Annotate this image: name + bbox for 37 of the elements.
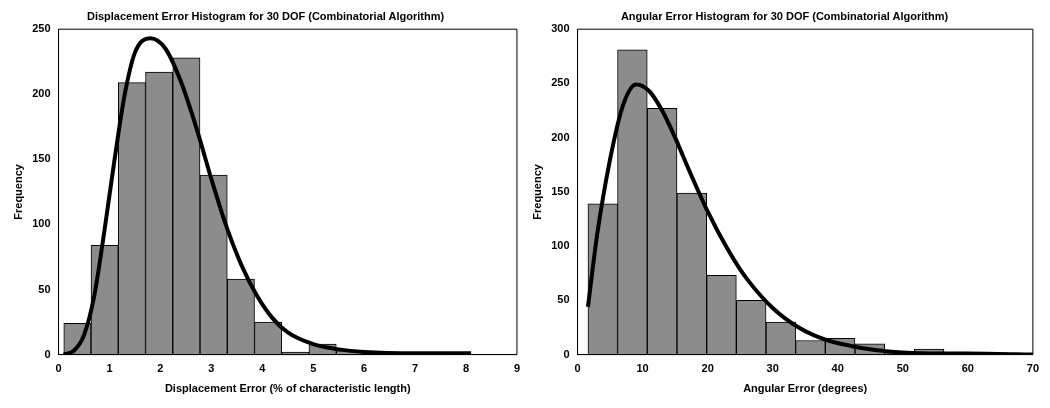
y-tick-label: 200 [551, 130, 570, 143]
y-tick-label: 0 [44, 347, 51, 360]
x-tick-label: 0 [574, 362, 581, 375]
y-tick-label: 100 [32, 217, 51, 230]
x-tick-label: 3 [208, 362, 215, 375]
x-tick-label: 2 [157, 362, 164, 375]
y-tick-label: 100 [551, 239, 570, 252]
x-tick-label: 4 [259, 362, 267, 375]
x-axis-title: Angular Error (degrees) [743, 382, 868, 395]
x-tick-label: 20 [701, 362, 714, 375]
y-axis-title: Frequency [11, 163, 24, 220]
x-tick-label: 9 [513, 362, 520, 375]
y-tick-label: 200 [32, 87, 51, 100]
x-tick-label: 70 [1026, 362, 1040, 375]
x-tick-label: 10 [636, 362, 649, 375]
y-tick-label: 50 [557, 293, 570, 306]
y-tick-label: 250 [32, 22, 51, 35]
y-tick-label: 300 [551, 22, 570, 35]
x-axis-title: Displacement Error (% of characteristic length) [164, 382, 411, 395]
x-tick-label: 0 [55, 362, 62, 375]
y-tick-label: 150 [32, 152, 51, 165]
y-tick-label: 150 [551, 184, 570, 197]
y-tick-label: 0 [563, 347, 570, 360]
x-tick-label: 1 [106, 362, 113, 375]
y-axis-title: Frequency [530, 163, 543, 220]
y-tick-label: 250 [551, 76, 570, 89]
chart-title: Angular Error Histogram for 30 DOF (Combinatorial Algorithm) [620, 9, 949, 22]
x-tick-label: 7 [412, 362, 419, 375]
x-tick-label: 40 [831, 362, 844, 375]
x-tick-label: 5 [310, 362, 317, 375]
x-tick-label: 6 [361, 362, 368, 375]
chart-title: Displacement Error Histogram for 30 DOF (Combinatorial Algorithm) [86, 9, 445, 22]
y-tick-label: 50 [38, 282, 51, 295]
x-tick-label: 8 [462, 362, 470, 375]
x-tick-label: 30 [766, 362, 779, 375]
x-tick-label: 60 [961, 362, 974, 375]
x-tick-label: 50 [896, 362, 909, 375]
